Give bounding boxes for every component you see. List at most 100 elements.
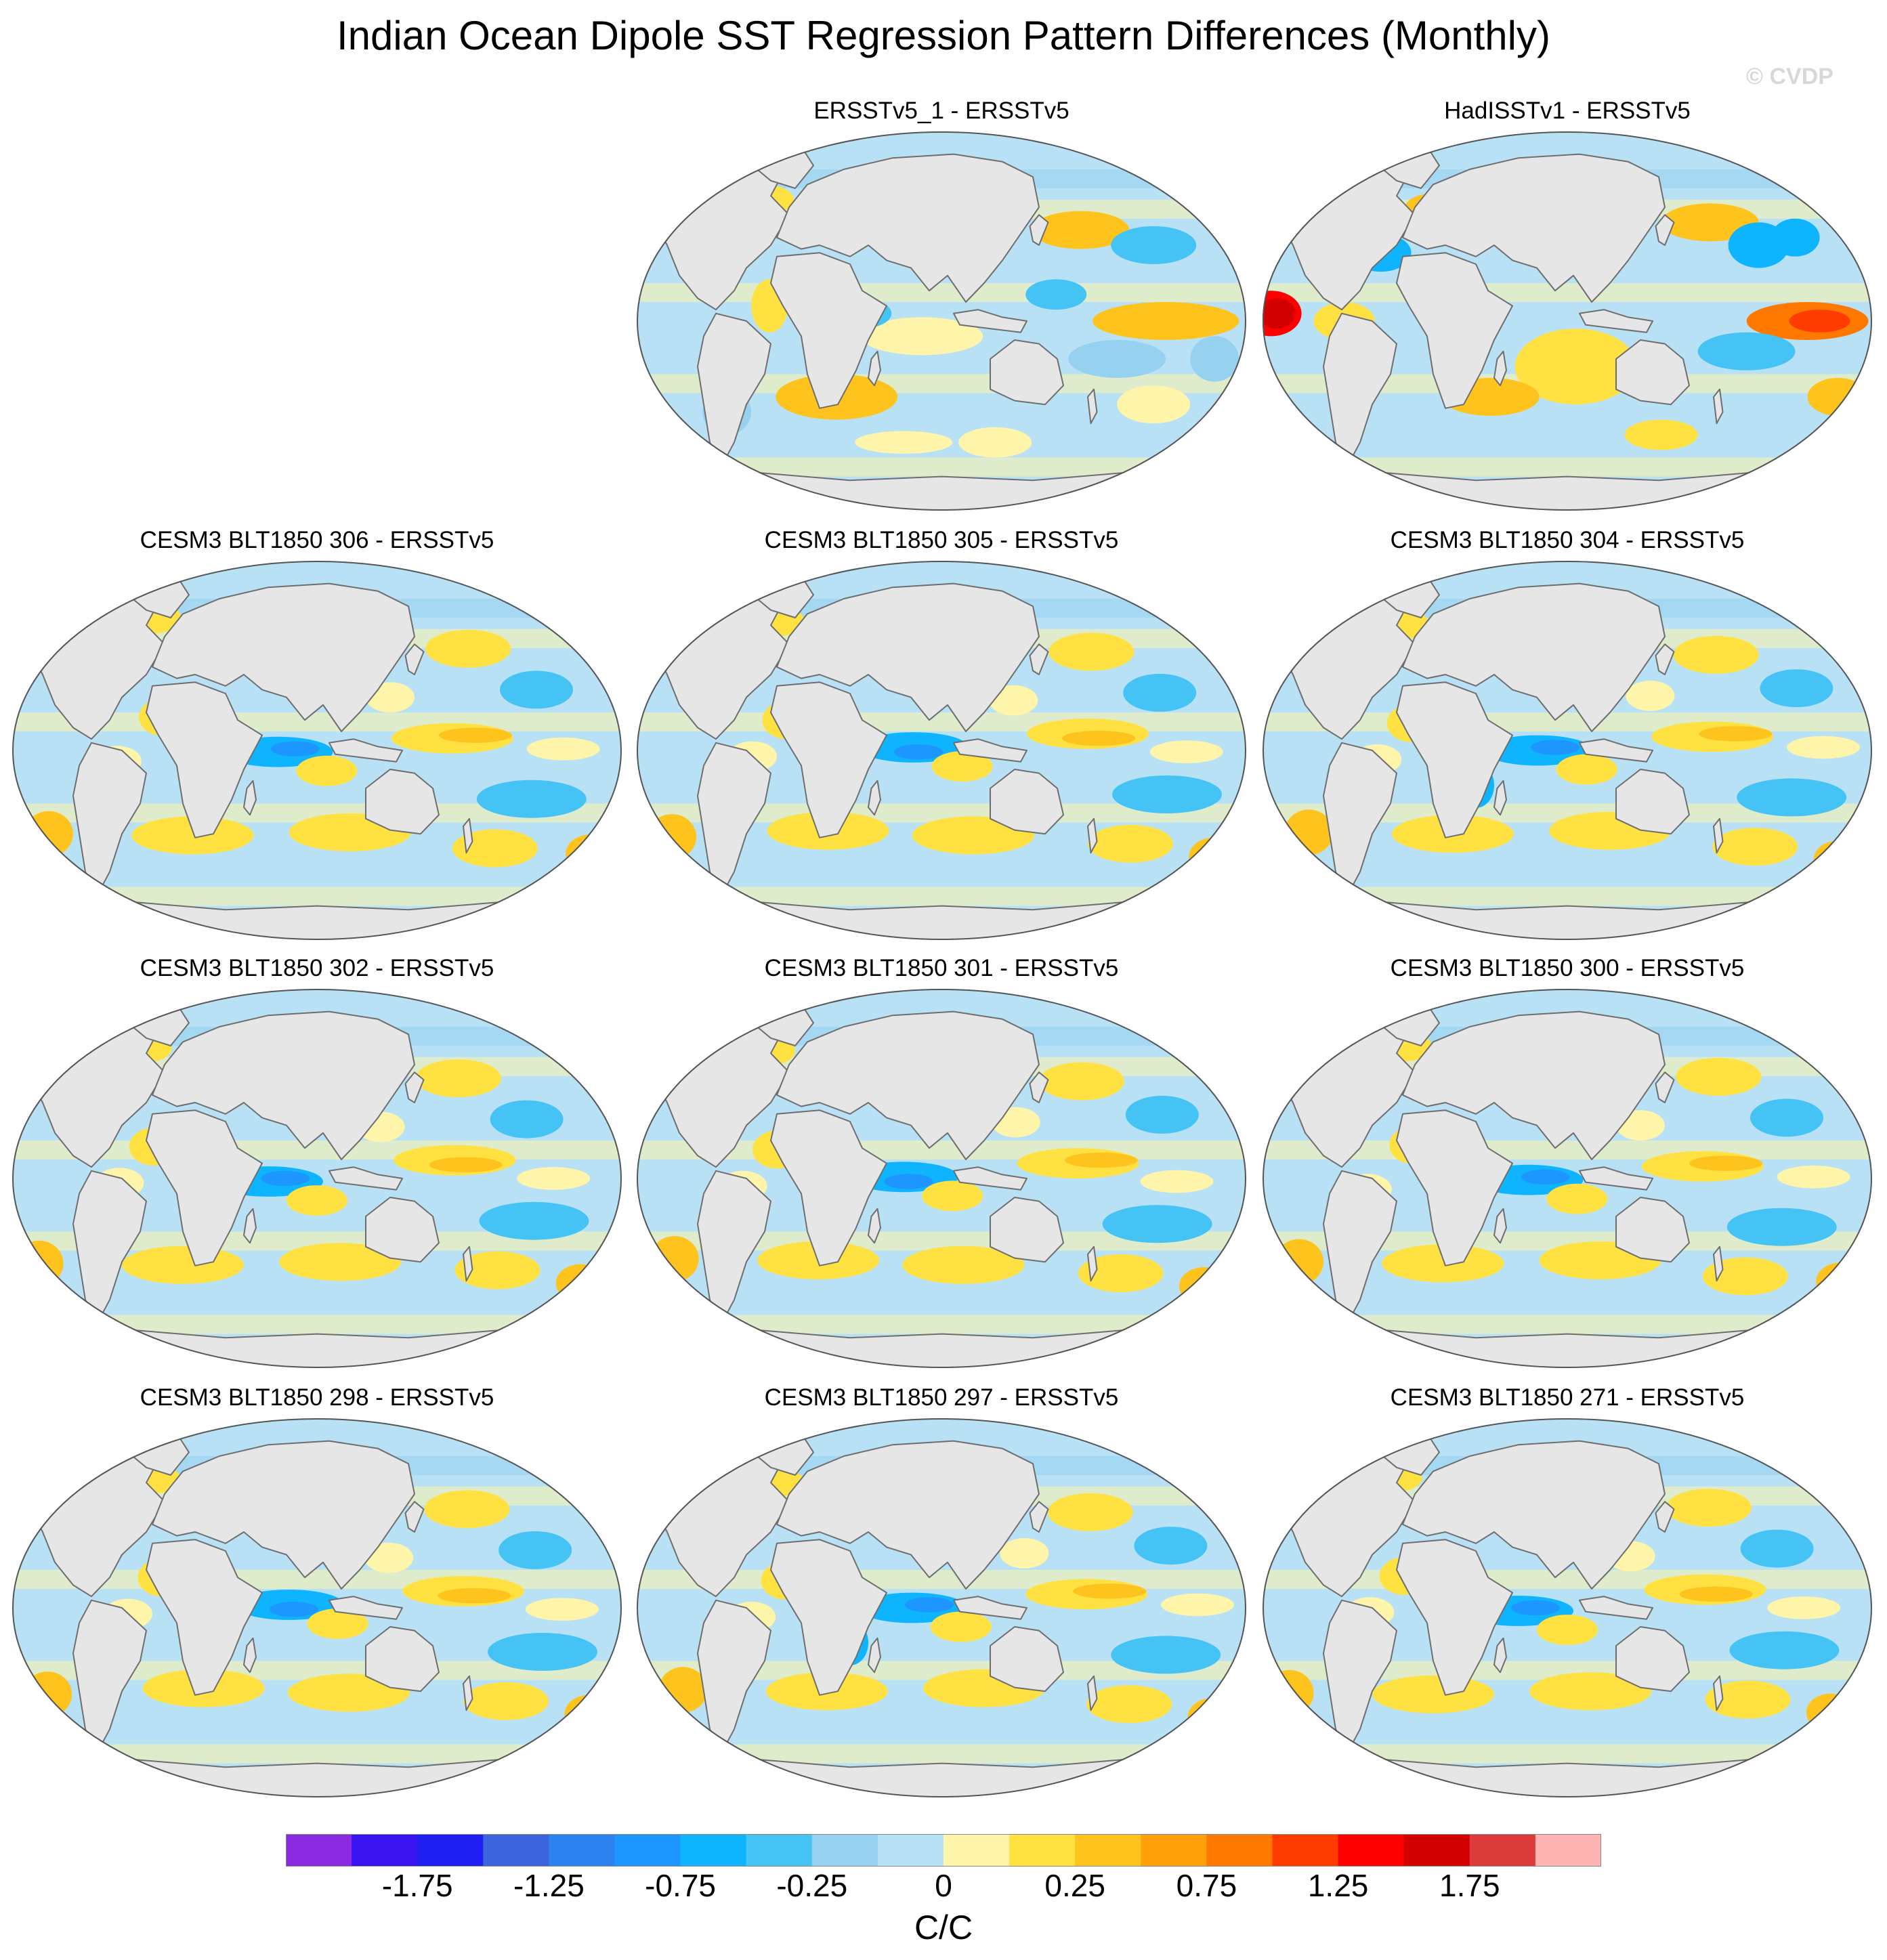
anomaly-band bbox=[12, 1570, 622, 1589]
anomaly-band bbox=[637, 1141, 1246, 1159]
anomaly-region bbox=[1189, 837, 1238, 876]
land-madagascar bbox=[1493, 780, 1507, 816]
land-japan bbox=[1029, 1071, 1049, 1103]
map-panel: CESM3 BLT1850 306 - ERSSTv5 bbox=[12, 527, 622, 940]
land-antarctica bbox=[673, 901, 1210, 940]
anomaly-region bbox=[425, 629, 511, 668]
anomaly-region bbox=[526, 738, 600, 761]
anomaly-region bbox=[931, 751, 993, 782]
map-panel: CESM3 BLT1850 300 - ERSSTv5 bbox=[1263, 955, 1872, 1368]
anomaly-region bbox=[1689, 1155, 1762, 1171]
anomaly-region bbox=[14, 1240, 64, 1286]
anomaly-region bbox=[905, 1597, 954, 1613]
anomaly-region bbox=[893, 744, 943, 760]
colorbar-swatch bbox=[680, 1834, 747, 1867]
anomaly-region bbox=[1382, 1244, 1504, 1283]
anomaly-band bbox=[637, 1315, 1246, 1334]
map-panel: CESM3 BLT1850 305 - ERSSTv5 bbox=[637, 527, 1246, 940]
panel-title: CESM3 BLT1850 304 - ERSSTv5 bbox=[1390, 527, 1745, 553]
anomaly-region bbox=[1284, 809, 1334, 855]
land-madagascar bbox=[1493, 1637, 1507, 1674]
anomaly-region bbox=[1149, 740, 1223, 763]
panel-title: CESM3 BLT1850 300 - ERSSTv5 bbox=[1390, 955, 1745, 981]
colorbar-tick-label: -1.25 bbox=[513, 1868, 585, 1903]
anomaly-region bbox=[1187, 1698, 1237, 1737]
anomaly-region bbox=[1112, 775, 1222, 813]
land-africa bbox=[770, 252, 887, 409]
land-new-zealand bbox=[1087, 1675, 1098, 1711]
land-madagascar bbox=[868, 1637, 881, 1674]
map-panel: ERSSTv5_1 - ERSSTv5 bbox=[637, 98, 1246, 511]
anomaly-region bbox=[1806, 1693, 1855, 1732]
anomaly-region bbox=[525, 1598, 599, 1621]
anomaly-region bbox=[930, 1611, 992, 1642]
anomaly-region bbox=[1372, 1675, 1494, 1713]
land-south-america bbox=[697, 312, 771, 466]
anomaly-region bbox=[912, 816, 1034, 855]
anomaly-region bbox=[1179, 1267, 1228, 1305]
anomaly-region bbox=[1789, 310, 1850, 333]
colorbar-swatch bbox=[1075, 1834, 1141, 1867]
land-new-zealand bbox=[463, 1245, 473, 1282]
map-outline bbox=[637, 989, 1246, 1368]
land-south-america bbox=[697, 1599, 771, 1753]
anomaly-region bbox=[479, 1201, 589, 1240]
anomaly-region bbox=[1624, 419, 1698, 450]
land-south-america bbox=[1323, 312, 1397, 466]
anomaly-region bbox=[1134, 1527, 1208, 1565]
anomaly-region bbox=[287, 1185, 347, 1216]
land-japan bbox=[1655, 643, 1675, 675]
panel-title: CESM3 BLT1850 306 - ERSSTv5 bbox=[140, 527, 494, 553]
world-map bbox=[637, 1418, 1246, 1797]
land-antarctica bbox=[673, 1329, 1210, 1368]
land-antarctica bbox=[673, 472, 1210, 511]
land-madagascar bbox=[868, 350, 881, 387]
land-south-america bbox=[72, 1599, 147, 1753]
anomaly-region bbox=[564, 1695, 614, 1733]
anomaly-band bbox=[1263, 887, 1872, 906]
world-map bbox=[1263, 989, 1872, 1368]
land-antarctica bbox=[48, 1329, 586, 1368]
anomaly-region bbox=[1699, 726, 1773, 742]
colorbar-swatch bbox=[286, 1834, 352, 1867]
panel-title: CESM3 BLT1850 298 - ERSSTv5 bbox=[140, 1384, 494, 1411]
anomaly-region bbox=[1673, 635, 1759, 674]
anomaly-region bbox=[1111, 1636, 1221, 1674]
panel-title: CESM3 BLT1850 305 - ERSSTv5 bbox=[764, 527, 1119, 553]
anomaly-region bbox=[658, 1667, 708, 1713]
anomaly-region bbox=[1537, 1615, 1598, 1645]
land-south-america bbox=[697, 1170, 771, 1323]
anomaly-region bbox=[650, 1236, 699, 1282]
anomaly-region bbox=[463, 1682, 549, 1720]
anomaly-region bbox=[1000, 1538, 1049, 1569]
land-maritime-continent bbox=[328, 1166, 403, 1191]
colorbar-swatch bbox=[614, 1834, 681, 1867]
anomaly-region bbox=[1047, 1493, 1133, 1531]
land-japan bbox=[1029, 214, 1049, 246]
anomaly-band bbox=[1263, 457, 1872, 477]
map-outline bbox=[637, 1418, 1246, 1797]
land-africa bbox=[770, 681, 887, 838]
map-panel: CESM3 BLT1850 301 - ERSSTv5 bbox=[637, 955, 1246, 1368]
anomaly-region bbox=[1787, 736, 1860, 759]
anomaly-region bbox=[490, 1100, 564, 1138]
anomaly-region bbox=[1514, 328, 1637, 405]
land-eurasia bbox=[776, 582, 1040, 732]
land-maritime-continent bbox=[1579, 1596, 1653, 1620]
land-maritime-continent bbox=[953, 738, 1027, 763]
land-australia bbox=[990, 769, 1064, 835]
colorbar-swatch bbox=[417, 1834, 484, 1867]
anomaly-region bbox=[1771, 218, 1820, 257]
anomaly-region bbox=[1048, 633, 1135, 671]
anomaly-region bbox=[364, 1542, 414, 1573]
land-australia bbox=[1615, 769, 1690, 835]
land-japan bbox=[1029, 643, 1049, 675]
land-new-zealand bbox=[1087, 817, 1098, 854]
anomaly-region bbox=[1117, 385, 1191, 424]
panel-title: CESM3 BLT1850 297 - ERSSTv5 bbox=[764, 1384, 1119, 1411]
world-map bbox=[1263, 561, 1872, 940]
anomaly-region bbox=[1511, 1600, 1561, 1616]
anomaly-region bbox=[1521, 1169, 1570, 1185]
anomaly-region bbox=[452, 829, 538, 868]
land-africa bbox=[770, 1109, 887, 1266]
